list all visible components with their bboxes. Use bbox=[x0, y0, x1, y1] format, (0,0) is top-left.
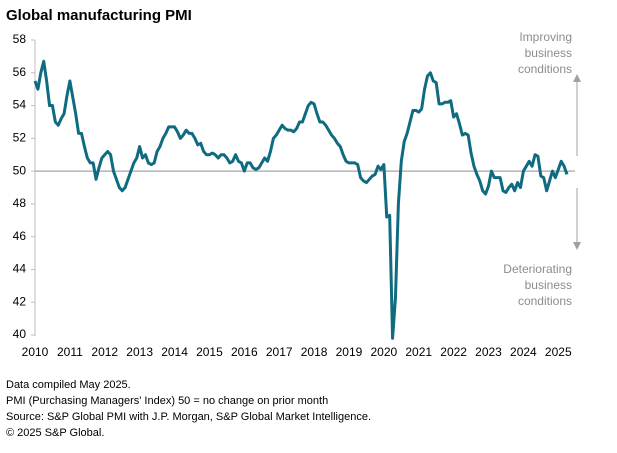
footnote: PMI (Purchasing Managers' Index) 50 = no… bbox=[6, 395, 328, 407]
x-tick-label: 2023 bbox=[475, 345, 502, 359]
x-tick-label: 2024 bbox=[510, 345, 537, 359]
line bbox=[33, 59, 569, 340]
down-arrow-head bbox=[573, 242, 581, 250]
annotation: conditions bbox=[518, 62, 572, 76]
annotation: Improving bbox=[519, 30, 572, 44]
annotation: conditions bbox=[518, 294, 572, 308]
footnote: © 2025 S&P Global. bbox=[6, 427, 104, 439]
chart-title: Global manufacturing PMI bbox=[6, 7, 192, 24]
x-tick-label: 2020 bbox=[371, 345, 398, 359]
x-tick-label: 2025 bbox=[545, 345, 572, 359]
y-tick-label: 40 bbox=[13, 327, 27, 341]
annotation: Deteriorating bbox=[503, 262, 572, 276]
footnote: Data compiled May 2025. bbox=[6, 379, 131, 391]
arrows bbox=[573, 74, 581, 250]
footnote: Source: S&P Global PMI with J.P. Morgan,… bbox=[6, 411, 371, 423]
x-tick-label: 2010 bbox=[22, 345, 49, 359]
y-tick-label: 54 bbox=[13, 98, 27, 112]
x-tick-label: 2013 bbox=[126, 345, 153, 359]
annotation: business bbox=[525, 46, 572, 60]
y-tick-label: 44 bbox=[13, 262, 27, 276]
annotation: business bbox=[525, 278, 572, 292]
y-tick-label: 52 bbox=[13, 131, 27, 145]
x-tick-label: 2016 bbox=[231, 345, 258, 359]
x-tick-label: 2021 bbox=[405, 345, 432, 359]
y-tick-label: 50 bbox=[13, 163, 27, 177]
x-tick-label: 2015 bbox=[196, 345, 223, 359]
x-tick-label: 2014 bbox=[161, 345, 188, 359]
x-tick-label: 2018 bbox=[301, 345, 328, 359]
up-arrow-head bbox=[573, 74, 581, 82]
x-tick-label: 2019 bbox=[336, 345, 363, 359]
y-tick-label: 42 bbox=[13, 294, 27, 308]
x-tick-label: 2017 bbox=[266, 345, 293, 359]
y-tick-label: 56 bbox=[13, 65, 27, 79]
y-tick-label: 48 bbox=[13, 196, 27, 210]
x-tick-label: 2012 bbox=[91, 345, 118, 359]
y-tick-label: 46 bbox=[13, 229, 27, 243]
x-tick-label: 2022 bbox=[440, 345, 467, 359]
x-tick-label: 2011 bbox=[57, 345, 83, 359]
y-tick-label: 58 bbox=[13, 32, 27, 46]
